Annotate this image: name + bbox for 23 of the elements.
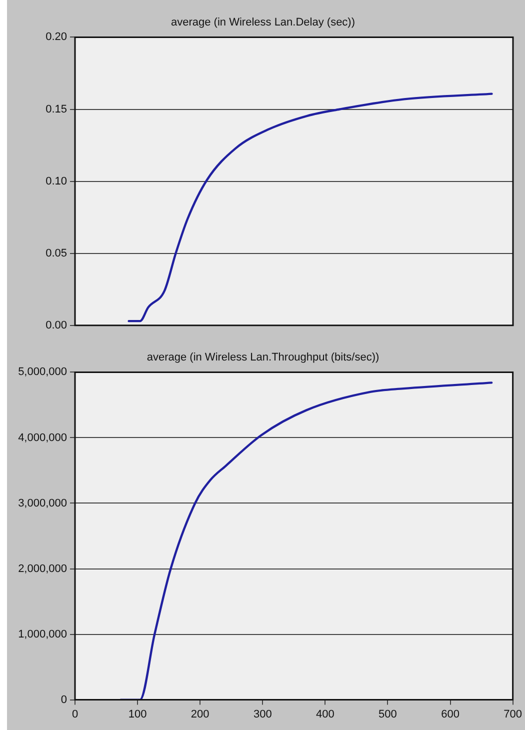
x-tick-label: 600 <box>441 708 460 720</box>
x-tick-label: 300 <box>253 708 272 720</box>
y-tick-label: 0.10 <box>46 175 67 188</box>
line-series <box>120 382 493 700</box>
x-tick-label: 200 <box>190 708 210 720</box>
y-tick-label: 2,000,000 <box>18 562 67 575</box>
x-tick-label: 400 <box>316 708 334 720</box>
y-tick-label: 0.15 <box>46 103 67 116</box>
line-series <box>128 92 493 322</box>
x-tick-label: 500 <box>378 708 397 720</box>
y-tick-label: 4,000,000 <box>18 432 67 444</box>
x-tick-label: 100 <box>128 708 147 720</box>
y-tick-label: 0.05 <box>46 247 67 260</box>
chart-title: average (in Wireless Lan.Throughput (bits/sec)) <box>146 352 380 364</box>
y-tick-label: 0 <box>60 694 67 706</box>
y-tick-label: 3,000,000 <box>18 497 67 510</box>
x-tick-label: 700 <box>504 708 522 720</box>
y-tick-label: 0.20 <box>46 31 67 44</box>
x-tick-label: 0 <box>72 708 78 720</box>
y-tick-label: 0.00 <box>46 319 67 332</box>
y-tick-label: 5,000,000 <box>18 366 67 378</box>
y-tick-label: 1,000,000 <box>18 628 67 640</box>
chart-title: average (in Wireless Lan.Delay (sec)) <box>170 16 356 29</box>
